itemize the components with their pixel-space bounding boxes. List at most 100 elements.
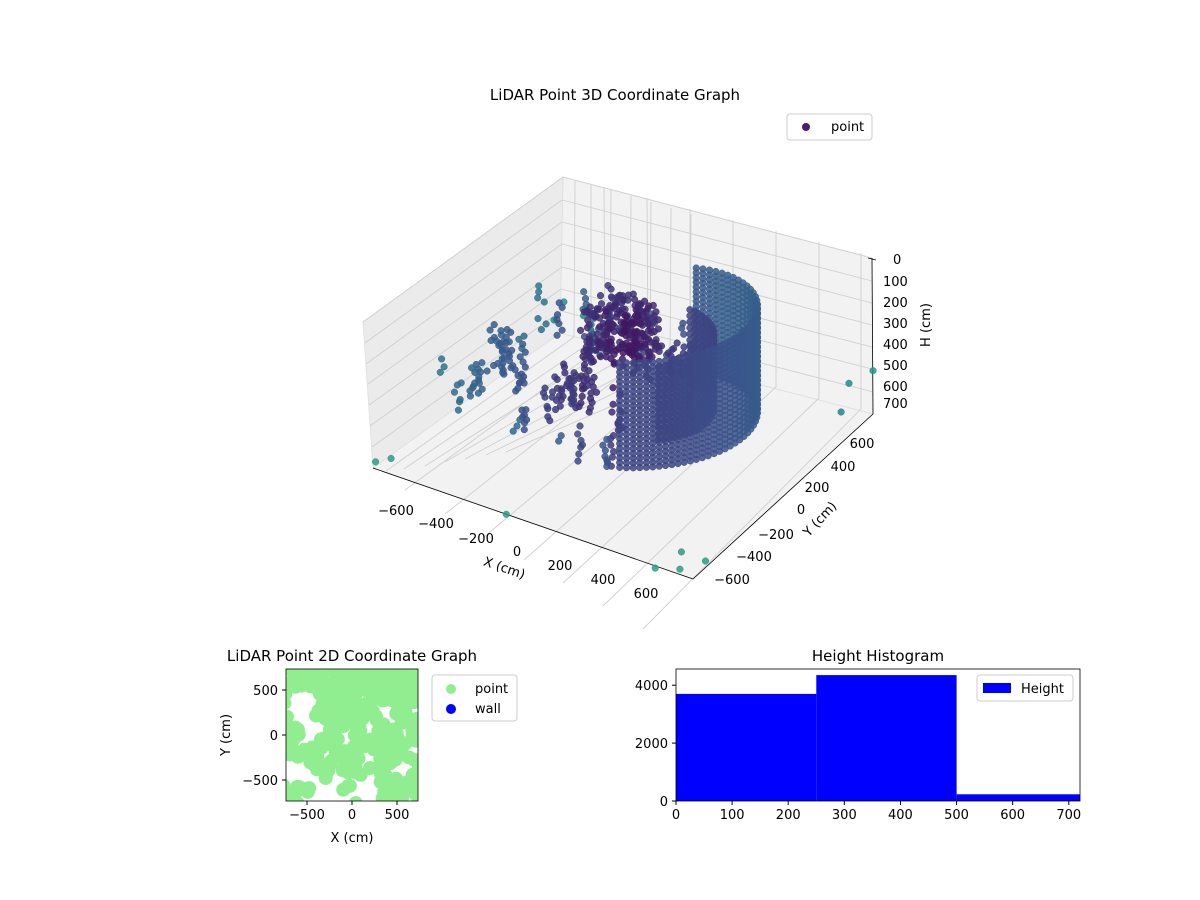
plot3d-xtick: −600 [378,504,414,519]
scatter-point-3d [490,361,498,370]
scatter-point-3d [603,462,611,470]
scatter-point-3d [542,320,550,328]
scatter-point-3d [619,349,627,357]
scatter-point-3d [608,408,616,416]
scatter-point-3d [680,343,688,351]
scatter-point-3d [613,293,621,301]
scatter-point-3d [496,339,504,347]
scatter-point-3d [645,348,653,356]
plot3d-ytick: −200 [758,528,794,543]
scatter-point-2d [310,748,325,763]
scatter-point-3d [521,363,529,371]
scatter-point-3d [454,406,462,414]
scatter-point-3d [651,564,659,572]
scatter-point-3d [686,306,694,314]
histogram-legend-frame [976,674,1074,702]
scatter-point-3d [596,292,605,300]
scatter-point-2d [292,673,307,688]
scatter-point-3d [618,340,627,348]
scatter-point-3d [609,384,617,392]
plot3d-xtick: 200 [548,559,573,574]
plot3d-ytick: 400 [831,460,856,475]
plot3d-ztick: 300 [883,317,908,332]
plot3d-xtick: −200 [458,532,494,547]
scatter-point-3d [468,364,476,372]
scatter-point-3d [534,315,542,323]
plot2d-ytick: 0 [270,729,278,744]
scatter-point-3d [599,441,607,449]
scatter-point-3d [630,329,638,337]
scatter-point-3d [490,321,498,329]
scatter-point-3d [577,326,585,334]
scatter-point-3d [607,293,615,301]
histogram-legend-label: Height [1021,682,1064,697]
histogram-y-ticks: 0 2000 4000 [635,679,676,810]
scatter-point-2d [286,710,293,725]
scatter-point-3d [478,359,486,367]
scatter-point-3d [837,408,845,416]
plot2d-ytick: 500 [253,684,278,699]
scatter-point-3d [583,337,591,346]
scatter-point-3d [668,461,676,469]
scatter-point-2d [340,779,355,794]
plot3d-ztick: 200 [883,296,908,311]
scatter-point-3d [680,458,688,466]
scatter-point-3d [583,324,591,332]
plot3d-point-cloud [372,264,877,573]
scatter-point-3d [499,359,507,367]
scatter-point-3d [518,406,526,414]
scatter-point-3d [497,327,505,335]
scatter-point-3d [555,299,563,307]
scatter-point-3d [520,426,528,434]
histogram: Height Histogram 0 100 200 300 400 500 600 700 … [635,647,1081,823]
scatter-point-3d [580,308,589,316]
scatter-point-3d [474,365,482,373]
scatter-point-2d [369,713,384,728]
histogram-xtick: 200 [776,808,801,823]
scatter-point-3d [578,392,586,400]
scatter-point-2d [353,723,368,738]
scatter-point-3d [535,282,543,290]
scatter-point-3d [440,363,448,371]
scatter-point-2d [348,708,363,723]
plot3d: LiDAR Point 3D Coordinate Graph −600 −40… [362,86,934,630]
scatter-point-3d [372,458,380,466]
scatter-point-3d [845,379,853,387]
scatter-point-3d [686,330,694,338]
scatter-point-3d [584,316,592,324]
scatter-point-3d [574,430,582,438]
scatter-point-3d [466,387,474,395]
scatter-point-3d [603,435,611,443]
scatter-point-2d [314,704,329,719]
scatter-point-2d [329,669,344,679]
scatter-point-3d [604,282,612,290]
plot3d-x-ticks: −600 −400 −200 0 200 400 600 [378,504,658,602]
scatter-point-3d [580,288,588,296]
plot3d-ztick: 600 [883,380,908,395]
scatter-point-3d [553,331,561,339]
scatter-point-3d [686,312,694,320]
scatter-point-2d [389,735,404,750]
scatter-point-3d [869,367,877,375]
plot3d-ztick: 500 [883,359,908,374]
scatter-point-3d [636,464,644,472]
scatter-point-3d [534,294,542,302]
scatter-point-3d [582,372,590,380]
scatter-point-3d [544,413,552,421]
scatter-point-3d [498,346,506,354]
scatter-point-3d [516,353,524,361]
scatter-point-3d [603,345,611,353]
plot3d-xtick: −400 [418,517,454,532]
scatter-point-3d [601,311,609,319]
scatter-point-3d [576,422,584,430]
scatter-point-3d [607,441,615,449]
scatter-point-3d [621,319,629,327]
scatter-point-3d [637,320,645,328]
plot3d-xtick: 400 [591,573,616,588]
scatter-point-3d [592,346,600,354]
plot3d-ytick: 600 [850,437,875,452]
plot2d-legend-label-point: point [475,682,508,697]
histogram-xtick: 700 [1056,808,1081,823]
scatter-point-3d [601,452,609,461]
scatter-point-3d [621,312,629,320]
